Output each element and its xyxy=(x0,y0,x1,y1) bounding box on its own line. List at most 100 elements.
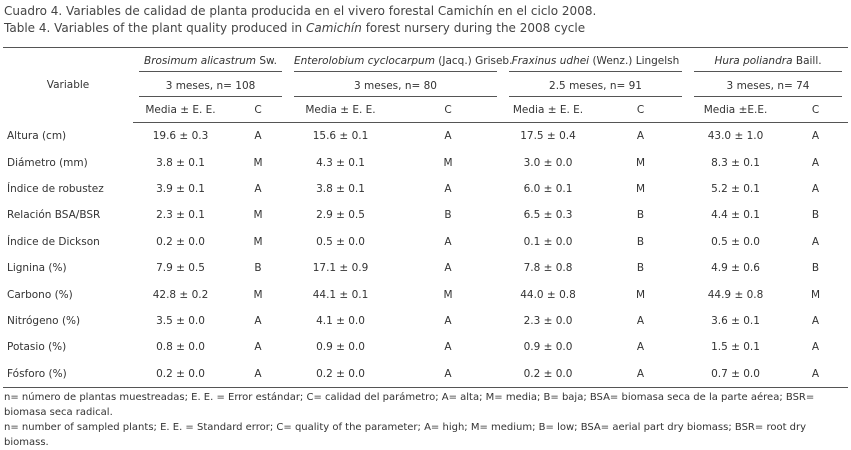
mean-cell: 7.9 ± 0.5 xyxy=(156,262,205,275)
data-row: Lignina (%) 7.9 ± 0.5 B 17.1 ± 0.9 A 7.8 ± 0.… xyxy=(3,255,848,281)
species-cell: Brosimum alicastrum Sw. xyxy=(139,50,282,72)
data-row: Fósforo (%) 0.2 ± 0.0 A 0.2 ± 0.0 A 0.2 ± 0.0… xyxy=(3,361,848,388)
quality-cell: A xyxy=(811,182,820,195)
mean-cell: 3.9 ± 0.1 xyxy=(156,182,205,195)
quality-cell: B xyxy=(254,262,262,275)
row-label: Índice de robustez xyxy=(7,182,104,195)
quality-cell: B xyxy=(636,209,645,222)
mean-cell: 0.5 ± 0.0 xyxy=(711,235,760,248)
species-name: Enterolobium cyclocarpum xyxy=(294,54,435,67)
row-label: Altura (cm) xyxy=(7,129,67,142)
mean-cell: 1.5 ± 0.1 xyxy=(711,341,760,354)
c-header: C xyxy=(593,98,689,123)
quality-cell: A xyxy=(636,341,645,354)
quality-cell: A xyxy=(444,341,452,354)
mean-cell: 8.3 ± 0.1 xyxy=(711,156,760,169)
species-cell: Enterolobium cyclocarpum (Jacq.) Griseb. xyxy=(294,50,512,72)
mean-cell: 2.3 ± 0.0 xyxy=(523,314,573,327)
quality-cell: A xyxy=(254,314,262,327)
mean-cell: 2.3 ± 0.1 xyxy=(156,209,205,222)
mean-cell: 15.6 ± 0.1 xyxy=(312,130,369,143)
mean-cell: 5.2 ± 0.1 xyxy=(711,182,760,195)
quality-cell: A xyxy=(811,314,820,327)
data-row: Altura (cm) 19.6 ± 0.3 A 15.6 ± 0.1 A 17.5 ± … xyxy=(3,123,848,150)
mean-header: Media ± E. E. xyxy=(133,98,228,123)
page: Cuadro 4. Variables de calidad de planta… xyxy=(3,4,849,448)
mean-cell: 0.9 ± 0.0 xyxy=(316,341,365,354)
quality-cell: M xyxy=(443,288,453,301)
quality-cell: M xyxy=(443,156,453,169)
mean-cell: 3.0 ± 0.0 xyxy=(523,156,573,169)
mean-cell: 0.5 ± 0.0 xyxy=(316,235,365,248)
row-label: Carbono (%) xyxy=(7,288,73,301)
variable-header: Variable xyxy=(46,79,90,92)
row-label: Fósforo (%) xyxy=(7,367,67,380)
mean-cell: 0.2 ± 0.0 xyxy=(156,367,205,380)
title-en-part: Table 4. Variables of the plant quality … xyxy=(4,21,306,35)
quality-cell: B xyxy=(811,262,820,275)
mean-header: Media ± E. E. xyxy=(288,98,393,123)
species-name: Brosimum alicastrum xyxy=(143,54,257,67)
quality-cell: A xyxy=(444,235,452,248)
mean-cell: 17.1 ± 0.9 xyxy=(312,262,369,275)
mean-cell: 0.2 ± 0.0 xyxy=(156,235,205,248)
quality-cell: A xyxy=(444,262,452,275)
subheader-row: Media ± E. E. C Media ± E. E. C Media ± E. E… xyxy=(3,98,849,123)
species-author: Baill. xyxy=(795,54,822,67)
footnote-en: n= number of sampled plants; E. E. = Sta… xyxy=(4,422,807,448)
row-label: Potasio (%) xyxy=(7,341,67,354)
c-header: C xyxy=(393,98,503,123)
quality-cell: A xyxy=(444,130,452,143)
quality-cell: A xyxy=(254,341,262,354)
species-cell: Fraxinus udhei (Wenz.) Lingelsh xyxy=(509,50,683,72)
mean-cell: 44.9 ± 0.8 xyxy=(707,288,764,301)
quality-cell: A xyxy=(254,182,262,195)
quality-cell: M xyxy=(253,209,263,222)
c-header: C xyxy=(228,98,288,123)
species-author: Sw. xyxy=(259,54,278,67)
mean-cell: 6.5 ± 0.3 xyxy=(523,209,573,222)
quality-cell: A xyxy=(444,182,452,195)
mean-cell: 42.8 ± 0.2 xyxy=(152,288,209,301)
data-row: Nitrógeno (%) 3.5 ± 0.0 A 4.1 ± 0.0 A 2.3 ± 0… xyxy=(3,308,848,334)
quality-cell: B xyxy=(636,262,645,275)
title-en: Table 4. Variables of the plant quality … xyxy=(4,21,585,35)
mean-cell: 44.1 ± 0.1 xyxy=(312,288,369,301)
data-row: Carbono (%) 42.8 ± 0.2 M 44.1 ± 0.1 M 44.0 ± … xyxy=(3,281,848,307)
quality-cell: A xyxy=(636,130,645,143)
row-label: Relación BSA/BSR xyxy=(7,209,101,222)
title-en-italic: Camichín xyxy=(305,21,362,35)
mean-cell: 6.0 ± 0.1 xyxy=(523,182,573,195)
quality-cell: A xyxy=(811,341,820,354)
sample-text: 3 meses, n= 74 xyxy=(694,75,843,97)
sample-text: 2.5 meses, n= 91 xyxy=(509,75,683,97)
sample-text: 3 meses, n= 80 xyxy=(294,75,497,97)
species-row: Variable Brosimum alicastrum Sw. Enterolob… xyxy=(3,48,848,91)
data-row: Relación BSA/BSR 2.3 ± 0.1 M 2.9 ± 0.5 B 6.5 … xyxy=(3,202,848,228)
mean-cell: 17.5 ± 0.4 xyxy=(520,130,576,143)
species-name: Fraxinus udhei xyxy=(511,54,590,67)
row-label: Lignina (%) xyxy=(7,262,67,275)
c-header: C xyxy=(783,98,849,123)
quality-cell: A xyxy=(811,130,820,143)
sample-header: 2.5 meses, n= 91 xyxy=(503,73,688,98)
quality-cell: B xyxy=(444,209,452,222)
quality-cell: A xyxy=(811,235,820,248)
mean-cell: 4.4 ± 0.1 xyxy=(711,209,760,222)
data-row: Potasio (%) 0.8 ± 0.0 A 0.9 ± 0.0 A 0.9 ± 0.0… xyxy=(3,334,848,360)
species-header: Fraxinus udhei (Wenz.) Lingelsh xyxy=(503,48,688,74)
row-label: Índice de Dickson xyxy=(7,235,100,248)
quality-cell: A xyxy=(444,367,452,380)
title-es: Cuadro 4. Variables de calidad de planta… xyxy=(4,4,597,18)
quality-cell: A xyxy=(811,156,820,169)
mean-cell: 4.9 ± 0.6 xyxy=(711,262,760,275)
quality-cell: M xyxy=(810,288,821,301)
mean-cell: 3.8 ± 0.1 xyxy=(316,182,365,195)
sample-header: 3 meses, n= 80 xyxy=(288,73,503,98)
mean-header: Media ±E.E. xyxy=(688,98,784,123)
sample-text: 3 meses, n= 108 xyxy=(139,75,282,97)
footnote-es: n= número de plantas muestreadas; E. E. … xyxy=(4,392,815,418)
species-header: Enterolobium cyclocarpum (Jacq.) Griseb. xyxy=(288,48,512,74)
title-en-part: forest nursery during the 2008 cycle xyxy=(361,21,586,35)
mean-cell: 3.6 ± 0.1 xyxy=(711,314,760,327)
